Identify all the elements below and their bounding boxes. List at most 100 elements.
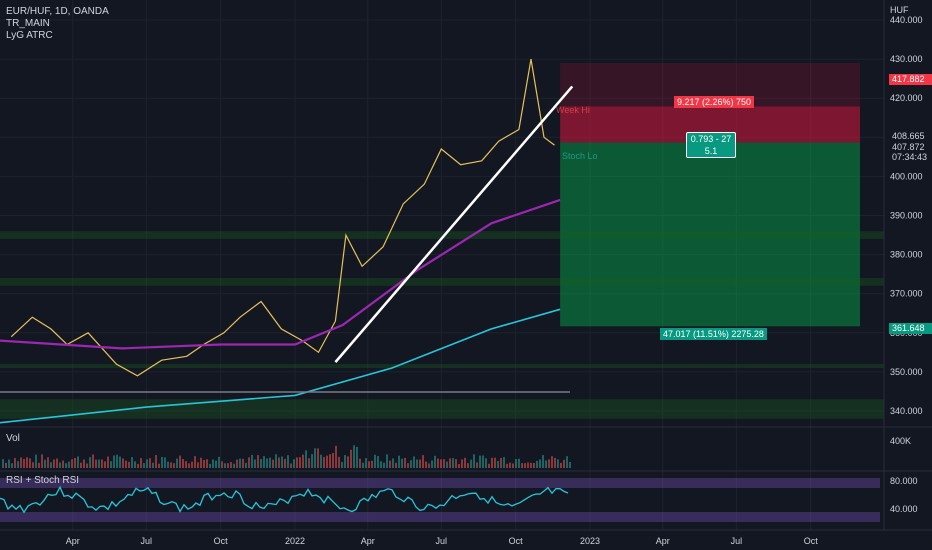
chart-legend[interactable]: EUR/HUF, 1D, OANDA TR_MAIN LyG ATRC <box>6 6 109 42</box>
volume-bar <box>203 459 205 468</box>
volume-bar <box>344 455 346 468</box>
volume-bar <box>188 463 190 468</box>
volume-bar <box>59 462 61 468</box>
volume-bar <box>179 455 181 468</box>
volume-bar <box>311 454 313 468</box>
volume-bar <box>38 462 40 468</box>
volume-bar <box>329 454 331 468</box>
volume-bar <box>200 457 202 468</box>
volume-bar <box>386 454 388 468</box>
volume-bar <box>407 463 409 468</box>
volume-bar <box>512 463 514 468</box>
rsi-pane-label[interactable]: RSI + Stoch RSI <box>6 475 80 486</box>
volume-bar <box>557 459 559 468</box>
price-tick: 420.000 <box>890 93 923 103</box>
volume-bar <box>530 462 532 468</box>
volume-bar <box>434 455 436 468</box>
volume-bar <box>389 460 391 468</box>
time-label: Jul <box>436 536 448 546</box>
volume-bar <box>392 458 394 468</box>
volume-bar <box>257 455 259 468</box>
trendline[interactable] <box>334 85 574 363</box>
price-tick: 380.000 <box>890 250 923 260</box>
volume-bar <box>128 461 130 468</box>
indicator-tr-main[interactable]: TR_MAIN <box>6 18 50 29</box>
volume-bar <box>533 462 535 468</box>
volume-bar <box>245 462 247 468</box>
volume-bar <box>170 462 172 468</box>
price-tick: 340.000 <box>890 406 923 416</box>
price-tick: 370.000 <box>890 289 923 299</box>
volume-bar <box>566 456 568 468</box>
volume-bar <box>185 461 187 468</box>
volume-bar <box>14 458 16 468</box>
rsi-oversold-band <box>0 512 880 522</box>
volume-bar <box>350 449 352 468</box>
volume-bar <box>431 460 433 468</box>
volume-bar <box>362 462 364 468</box>
price-tick: 350.000 <box>890 367 923 377</box>
price-box-b: 407.872 <box>889 142 932 153</box>
volume-bar <box>152 462 154 468</box>
stop-loss-tag[interactable]: 9.217 (2.26%) 750 <box>674 96 755 108</box>
volume-bar <box>560 462 562 468</box>
volume-bar <box>5 462 7 468</box>
volume-bar <box>314 448 316 468</box>
time-label: Apr <box>361 536 375 546</box>
volume-bar <box>551 456 553 468</box>
volume-bar <box>347 456 349 468</box>
volume-bar <box>524 463 526 468</box>
volume-bar <box>509 462 511 468</box>
volume-bar <box>554 457 556 468</box>
volume-bar <box>479 455 481 468</box>
volume-bar <box>443 459 445 468</box>
symbol-title[interactable]: EUR/HUF, 1D, OANDA <box>6 6 109 17</box>
volume-bar <box>293 459 295 468</box>
take-profit-tag[interactable]: 47.017 (11.51%) 2275.28 <box>660 328 767 340</box>
volume-bar <box>368 461 370 468</box>
volume-bar <box>197 462 199 468</box>
volume-bar <box>8 459 10 468</box>
volume-bar <box>488 463 490 468</box>
volume-bar <box>464 457 466 468</box>
volume-bar <box>290 463 292 468</box>
volume-bar <box>56 458 58 468</box>
volume-bar <box>338 456 340 468</box>
volume-bar <box>41 454 43 468</box>
volume-bar <box>284 458 286 468</box>
volume-bar <box>35 454 37 468</box>
volume-bar <box>299 457 301 468</box>
volume-bar <box>236 459 238 468</box>
volume-bar <box>242 458 244 468</box>
volume-bar <box>83 459 85 468</box>
stop-price-box: 417.882 <box>889 74 932 85</box>
volume-bar <box>341 461 343 468</box>
volume-bar <box>50 462 52 468</box>
price-tick: 400.000 <box>890 171 923 181</box>
volume-bar <box>398 455 400 468</box>
time-label: Apr <box>66 536 80 546</box>
volume-bar <box>98 459 100 468</box>
volume-bar <box>539 459 541 468</box>
volume-bar <box>176 458 178 468</box>
indicator-lyg-atrc[interactable]: LyG ATRC <box>6 30 53 41</box>
take-profit-zone[interactable] <box>560 142 860 327</box>
volume-bar <box>404 457 406 468</box>
time-label: 2022 <box>285 536 305 546</box>
volume-bar <box>107 456 109 468</box>
volume-bar <box>260 459 262 468</box>
time-label: Jul <box>141 536 153 546</box>
volume-bar <box>458 463 460 468</box>
time-label: Apr <box>656 536 670 546</box>
volume-bar <box>212 459 214 468</box>
volume-bar <box>446 461 448 468</box>
volume-bar <box>548 459 550 468</box>
risk-reward-tag[interactable]: 0.793 - 27 5.1 <box>686 132 736 158</box>
volume-bar <box>485 458 487 468</box>
volume-bar <box>332 453 334 468</box>
volume-pane-label[interactable]: Vol <box>6 433 20 444</box>
volume-bar <box>125 460 127 468</box>
volume-bar <box>437 458 439 468</box>
volume-bar <box>281 456 283 468</box>
